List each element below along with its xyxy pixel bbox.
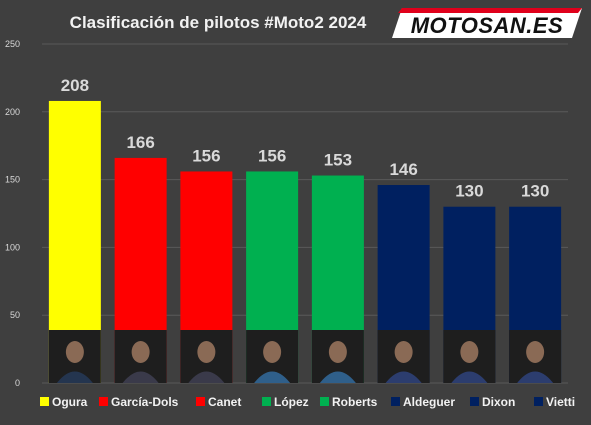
rider-suit (188, 371, 225, 383)
value-label: 153 (324, 151, 352, 170)
rider-photo (180, 330, 233, 383)
legend-swatch (320, 397, 329, 406)
value-label: 156 (192, 146, 220, 165)
legend-swatch (470, 397, 479, 406)
rider-head (131, 341, 150, 363)
y-tick-label: 100 (5, 242, 20, 252)
value-label: 156 (258, 146, 286, 165)
y-tick-label: 200 (5, 107, 20, 117)
value-label: 130 (455, 182, 483, 201)
rider-head (65, 341, 84, 363)
rider-suit (385, 371, 422, 383)
rider-suit (56, 371, 93, 383)
rider-head (328, 341, 347, 363)
value-label: 208 (61, 76, 89, 95)
rider-head (526, 341, 545, 363)
legend-item: Dixon (470, 395, 515, 409)
legend-item: Canet (196, 395, 241, 409)
legend-label: García-Dols (111, 395, 179, 409)
legend-label: Canet (208, 395, 241, 409)
rider-photo (509, 330, 562, 383)
rider-suit (517, 371, 554, 383)
logo-background (392, 8, 582, 38)
rider-photo (443, 330, 496, 383)
legend-swatch (262, 397, 271, 406)
legend-label: Roberts (332, 395, 378, 409)
legend-item: Roberts (320, 395, 378, 409)
legend-swatch (391, 397, 400, 406)
legend-swatch (40, 397, 49, 406)
legend-swatch (196, 397, 205, 406)
value-labels: 208 166 156 156 153 146 130 130 (61, 76, 550, 201)
rider-photo (246, 330, 299, 383)
legend-swatch (99, 397, 108, 406)
legend-item: Aldeguer (391, 395, 455, 409)
y-axis: 0 50 100 150 200 250 (5, 39, 20, 388)
rider-head (197, 341, 216, 363)
y-tick-label: 0 (15, 378, 20, 388)
y-tick-label: 150 (5, 175, 20, 185)
rider-suit (122, 371, 159, 383)
rider-photo (114, 330, 167, 383)
value-label: 166 (126, 133, 154, 152)
rider-suit (319, 371, 356, 383)
legend-item: López (262, 395, 309, 409)
y-tick-label: 250 (5, 39, 20, 49)
legend: Ogura García-Dols Canet López Roberts Aldegue… (40, 395, 575, 409)
rider-suit (451, 371, 488, 383)
motosan-logo: MOTOSAN.ES (392, 8, 582, 38)
logo-accent-stripe (398, 8, 582, 13)
legend-label: López (274, 395, 309, 409)
legend-item: García-Dols (99, 395, 179, 409)
legend-swatch (534, 397, 543, 406)
legend-item: Vietti (534, 395, 575, 409)
legend-label: Ogura (52, 395, 88, 409)
chart-title: Clasificación de pilotos #Moto2 2024 (70, 13, 367, 32)
logo-text: MOTOSAN.ES (411, 13, 564, 38)
value-label: 146 (389, 160, 417, 179)
value-label: 130 (521, 182, 549, 201)
rider-photo (377, 330, 430, 383)
legend-label: Dixon (482, 395, 515, 409)
rider-head (263, 341, 282, 363)
legend-label: Aldeguer (403, 395, 455, 409)
y-tick-label: 50 (10, 310, 20, 320)
rider-suit (254, 371, 291, 383)
bars (48, 100, 562, 384)
rider-head (460, 341, 479, 363)
rider-photo (311, 330, 364, 383)
legend-item: Ogura (40, 395, 88, 409)
rider-head (394, 341, 413, 363)
rider-photo (48, 330, 101, 383)
legend-label: Vietti (546, 395, 575, 409)
